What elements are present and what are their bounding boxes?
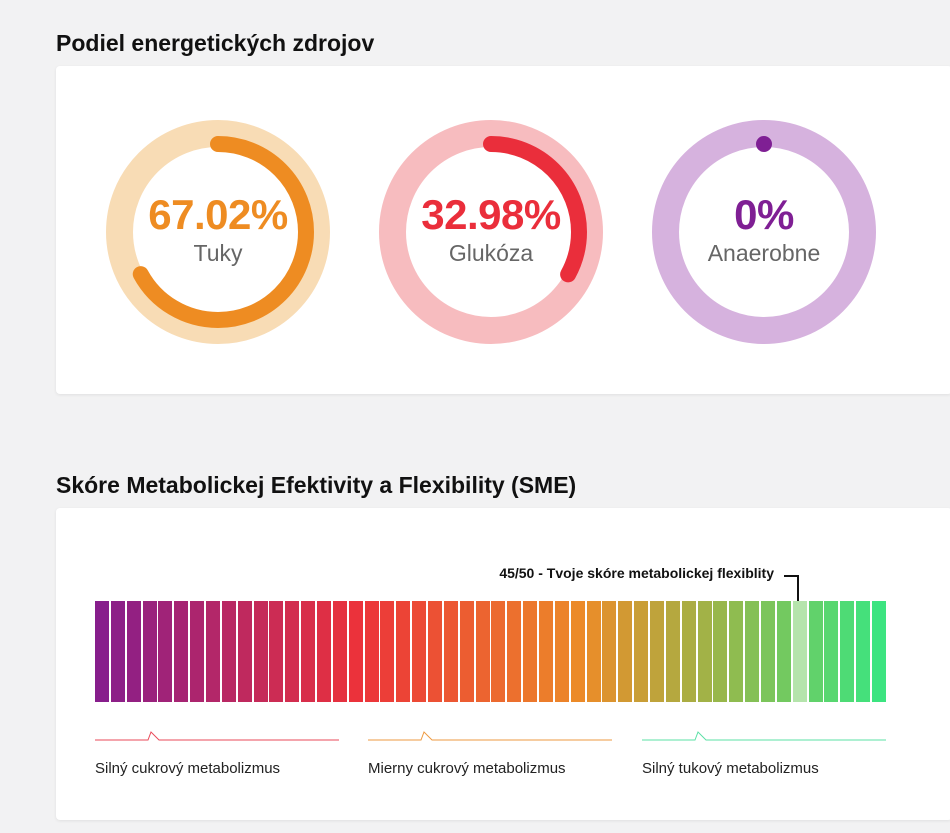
sme-segment: [476, 601, 490, 702]
sme-segment: [127, 601, 141, 702]
donut-fat: 67.02% Tuky: [105, 119, 331, 345]
sme-segment: [158, 601, 172, 702]
donut-glucose-ring: [379, 120, 603, 344]
sme-segment: [301, 601, 315, 702]
donut-glucose-label: Glukóza: [448, 240, 534, 266]
donut-fat-value: 67.02%: [148, 191, 288, 238]
sme-segment: [856, 601, 870, 702]
legend-line-strong-sugar: [95, 731, 339, 741]
sme-title: Skóre Metabolickej Efektivity a Flexibil…: [56, 472, 577, 498]
energy-sources-title: Podiel energetických zdrojov: [56, 30, 375, 56]
sme-segment: [238, 601, 252, 702]
sme-card: 45/50 - Tvoje skóre metabolickej flexibl…: [56, 508, 950, 820]
sme-segment: [840, 601, 854, 702]
donut-glucose: 32.98% Glukóza: [378, 119, 604, 345]
sme-segment: [777, 601, 791, 702]
energy-sources-card: 67.02% Tuky 32.98% Glukóza 0% Anaerobne: [56, 66, 950, 394]
legend-line-strong-fat: [642, 731, 886, 741]
legend-line-strong-fat-path: [642, 731, 886, 741]
sme-segment: [745, 601, 759, 702]
sme-segment: [349, 601, 363, 702]
sme-segment: [555, 601, 569, 702]
sme-segment: [444, 601, 458, 702]
legend-strong-fat: Silný tukový metabolizmus: [642, 760, 819, 777]
sme-segment: [682, 601, 696, 702]
sme-segment: [698, 601, 712, 702]
sme-segment: [428, 601, 442, 702]
sme-score-pointer-line: [784, 575, 799, 610]
legend-line-moderate-sugar-path: [368, 731, 612, 741]
sme-score-bar: [95, 601, 886, 702]
donut-anaerobic-arc: [668, 136, 860, 328]
sme-segment: [602, 601, 616, 702]
sme-segment: [254, 601, 268, 702]
legend-strong-sugar: Silný cukrový metabolizmus: [95, 760, 281, 777]
sme-segment: [206, 601, 220, 702]
sme-segment: [729, 601, 743, 702]
sme-segment: [190, 601, 204, 702]
donut-anaerobic: 0% Anaerobne: [651, 119, 877, 345]
donut-fat-ring: [106, 120, 330, 344]
donut-glucose-arc: [395, 136, 587, 328]
sme-segment: [539, 601, 553, 702]
donut-fat-arc: [122, 136, 314, 328]
sme-segment: [95, 601, 109, 702]
sme-segment: [809, 601, 823, 702]
donut-anaerobic-track: [652, 120, 876, 344]
sme-segment: [143, 601, 157, 702]
sme-segment: [285, 601, 299, 702]
sme-segment: [761, 601, 775, 702]
sme-score-pointer: [784, 575, 799, 610]
sme-segment: [587, 601, 601, 702]
donut-glucose-track: [379, 120, 603, 344]
legend-line-moderate-sugar: [368, 731, 612, 741]
sme-segment: [269, 601, 283, 702]
donut-anaerobic-label: Anaerobne: [707, 240, 821, 266]
sme-segment: [713, 601, 727, 702]
sme-segment: [460, 601, 474, 702]
donut-anaerobic-value: 0%: [734, 191, 794, 238]
sme-segment: [380, 601, 394, 702]
donut-anaerobic-ring: [652, 120, 876, 344]
donut-glucose-value: 32.98%: [421, 191, 561, 238]
sme-segment: [634, 601, 648, 702]
sme-segment: [111, 601, 125, 702]
sme-score-label: 45/50 - Tvoje skóre metabolickej flexibl…: [499, 565, 774, 581]
sme-segment: [523, 601, 537, 702]
donut-fat-label: Tuky: [193, 240, 243, 266]
sme-segment: [412, 601, 426, 702]
legend-moderate-sugar: Mierny cukrový metabolizmus: [368, 760, 566, 777]
sme-segment: [333, 601, 347, 702]
sme-segment: [650, 601, 664, 702]
sme-segment: [317, 601, 331, 702]
sme-segment: [491, 601, 505, 702]
sme-segment: [571, 601, 585, 702]
sme-segment: [793, 601, 807, 702]
sme-segment: [174, 601, 188, 702]
sme-segment: [666, 601, 680, 702]
sme-segment: [824, 601, 838, 702]
donut-fat-track: [106, 120, 330, 344]
sme-segment: [872, 601, 886, 702]
sme-segment: [396, 601, 410, 702]
sme-segment: [222, 601, 236, 702]
sme-segment: [365, 601, 379, 702]
sme-segment: [618, 601, 632, 702]
legend-line-strong-sugar-path: [95, 731, 339, 741]
sme-segment: [507, 601, 521, 702]
